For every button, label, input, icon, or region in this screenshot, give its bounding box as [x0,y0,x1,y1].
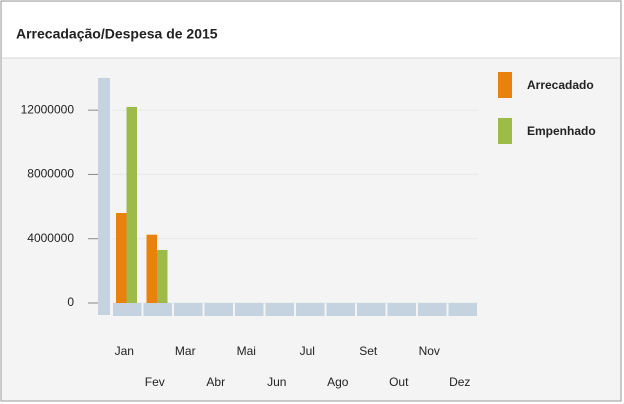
x-tick-label: Jan [115,344,134,358]
floor-segment [113,303,142,316]
x-tick-label: Ago [327,375,349,389]
floor-segment [448,303,477,316]
floor-segment [357,303,386,316]
bar [116,213,127,303]
x-tick-label: Jul [300,344,315,358]
legend-label: Empenhado [527,124,596,138]
floor-segment [387,303,416,316]
chart-title: Arrecadação/Despesa de 2015 [16,26,218,42]
bar [157,249,168,303]
x-tick-label: Fev [145,375,165,389]
legend-label: Arrecadado [527,78,594,92]
y-tick-label: 12000000 [21,102,75,116]
x-tick-label: Out [389,375,409,389]
floor-segment [296,303,325,316]
panel-header [2,2,620,58]
floor-segment [265,303,294,316]
y-tick-label: 0 [67,295,74,309]
floor-segment [204,303,233,316]
bar [126,106,137,303]
x-tick-label: Mai [237,344,256,358]
floor-segment [143,303,172,316]
bar [146,234,157,303]
floor-segment [235,303,264,316]
x-tick-label: Dez [449,375,470,389]
y-tick-label: 8000000 [27,167,74,181]
x-tick-label: Nov [419,344,440,358]
x-tick-label: Mar [175,344,196,358]
legend-swatch [498,118,512,144]
axis-wall [98,78,110,315]
x-tick-label: Abr [206,375,225,389]
floor-segment [326,303,355,316]
x-tick-label: Jun [267,375,286,389]
floor-segment [418,303,447,316]
legend-swatch [498,72,512,98]
floor-segment [174,303,203,316]
y-tick-label: 4000000 [27,231,74,245]
x-tick-label: Set [359,344,378,358]
